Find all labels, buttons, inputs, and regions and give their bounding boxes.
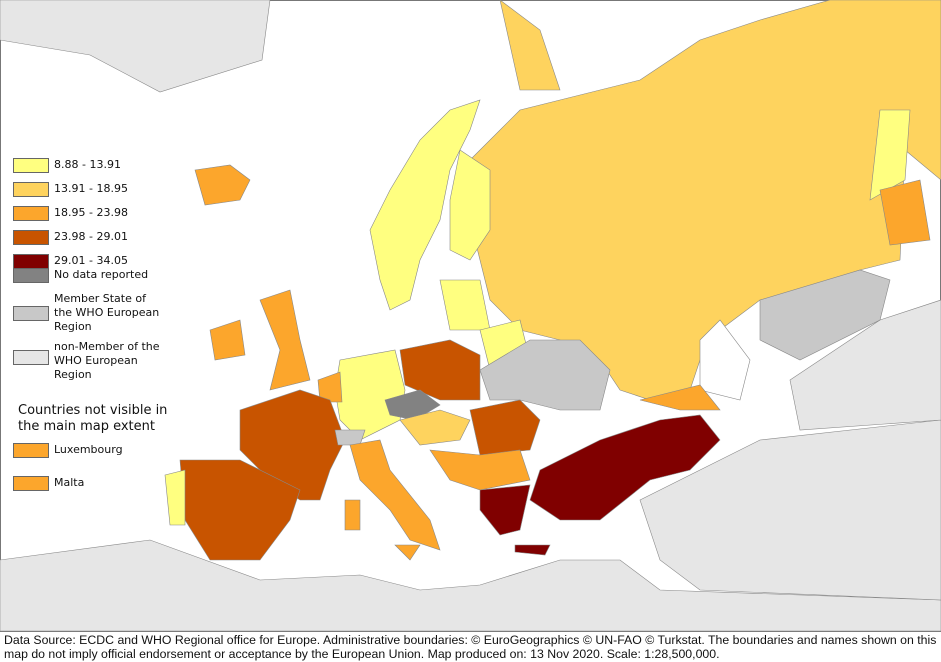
legend-swatch bbox=[13, 350, 49, 365]
romania bbox=[469, 399, 541, 456]
legend-label: 23.98 - 29.01 bbox=[54, 230, 128, 243]
benelux bbox=[317, 371, 343, 403]
legend-swatch bbox=[13, 230, 49, 245]
scandinavia bbox=[369, 99, 481, 311]
spain bbox=[179, 459, 301, 561]
crete bbox=[514, 544, 551, 556]
sicily bbox=[394, 544, 421, 561]
non-member-land bbox=[0, 0, 941, 632]
legend-label: No data reported bbox=[54, 268, 149, 281]
greece bbox=[479, 484, 531, 536]
legend-swatch bbox=[13, 306, 49, 321]
legend-label: non-Member of the WHO European Region bbox=[54, 340, 160, 381]
iceland bbox=[194, 164, 251, 206]
legend-label: 8.88 - 13.91 bbox=[54, 158, 121, 171]
austria-hungary bbox=[399, 409, 471, 446]
switzerland bbox=[334, 429, 366, 446]
footer: Data Source: ECDC and WHO Regional offic… bbox=[4, 633, 937, 661]
inset-label: Malta bbox=[54, 476, 85, 489]
ukraine bbox=[479, 339, 611, 411]
legend-swatch bbox=[13, 268, 49, 283]
legend-label: 13.91 - 18.95 bbox=[54, 182, 128, 195]
kazakhstan bbox=[759, 269, 891, 361]
inset-label: Luxembourg bbox=[54, 443, 123, 456]
ireland bbox=[209, 319, 246, 361]
poland bbox=[399, 339, 481, 401]
uk bbox=[259, 289, 311, 391]
map bbox=[0, 0, 941, 632]
inset-swatch bbox=[13, 443, 49, 458]
portugal bbox=[164, 469, 186, 526]
inset-title: Countries not visible in the main map ex… bbox=[18, 403, 168, 434]
balkans bbox=[429, 449, 531, 491]
finland bbox=[449, 149, 491, 261]
sardinia bbox=[344, 499, 361, 531]
czechia bbox=[384, 389, 441, 421]
france bbox=[239, 389, 346, 501]
legend-swatch bbox=[13, 158, 49, 173]
legend-swatch bbox=[13, 182, 49, 197]
legend-label: Member State of the WHO European Region bbox=[54, 292, 160, 333]
legend-swatch bbox=[13, 254, 49, 269]
legend-swatch bbox=[13, 206, 49, 221]
caspian-sea bbox=[699, 319, 751, 401]
caucasus bbox=[639, 384, 721, 411]
legend-label: 29.01 - 34.05 bbox=[54, 254, 128, 267]
turkey bbox=[529, 414, 721, 521]
legend-label: 18.95 - 23.98 bbox=[54, 206, 128, 219]
inset-swatch bbox=[13, 476, 49, 491]
italy bbox=[349, 439, 441, 551]
